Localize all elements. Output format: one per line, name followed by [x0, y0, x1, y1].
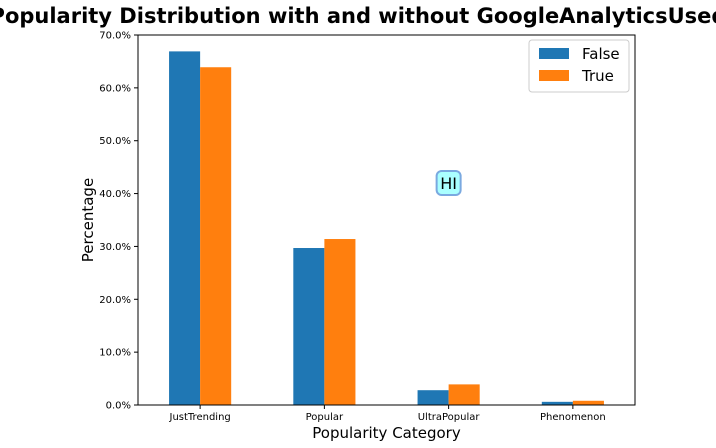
x-axis-label: Popularity Category	[312, 424, 461, 442]
bar-true-ultrapopular	[448, 384, 480, 405]
chart-title: Popularity Distribution with and without…	[0, 4, 716, 28]
bar-false-popular	[293, 248, 325, 405]
y-tick-label: 30.0%	[99, 242, 131, 253]
x-tick-label: Popular	[306, 412, 344, 423]
y-tick-label: 0.0%	[106, 401, 131, 412]
bar-true-popular	[324, 239, 356, 405]
annotation-text: HI	[440, 174, 457, 193]
annotation-box	[435, 170, 462, 196]
y-axis-label: Percentage	[79, 178, 97, 262]
y-tick-label: 50.0%	[99, 136, 131, 147]
x-tick-label: UltraPopular	[418, 412, 481, 423]
bar-false-ultrapopular	[417, 390, 449, 405]
y-tick-label: 40.0%	[99, 189, 131, 200]
y-tick-label: 60.0%	[99, 83, 131, 94]
y-axis: 0.0% 10.0% 20.0% 30.0% 40.0% 50.0% 60.0% 70.0%	[99, 31, 138, 412]
bar-false-phenomenon	[541, 401, 573, 405]
legend-swatch-false	[539, 48, 569, 59]
legend-swatch-true	[539, 70, 569, 81]
bar-true-justtrending	[200, 67, 232, 405]
bar-false-justtrending	[169, 51, 201, 406]
y-tick-label: 10.0%	[99, 348, 131, 359]
x-tick-label: JustTrending	[169, 412, 231, 423]
legend-label-false: False	[582, 45, 620, 63]
legend-label-true: True	[581, 67, 614, 85]
bar-true-phenomenon	[572, 400, 604, 405]
x-axis: JustTrending Popular UltraPopular Phenomeno…	[169, 405, 606, 423]
annotation: HI	[435, 170, 462, 196]
y-tick-label: 20.0%	[99, 295, 131, 306]
plot-frame	[137, 34, 636, 406]
x-tick-label: Phenomenon	[540, 412, 606, 423]
y-tick-label: 70.0%	[99, 31, 131, 42]
bars-group	[169, 51, 604, 406]
legend: False True	[528, 39, 630, 93]
